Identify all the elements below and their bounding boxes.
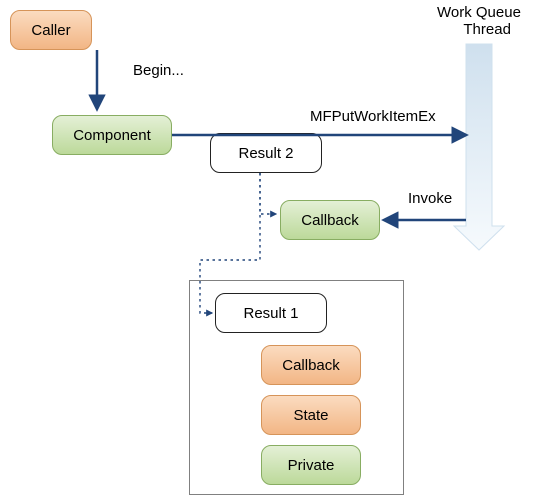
- result1-node: Result 1: [215, 293, 327, 333]
- begin-label: Begin...: [133, 62, 184, 79]
- invoke-label: Invoke: [408, 190, 452, 207]
- caller-node: Caller: [10, 10, 92, 50]
- component-node: Component: [52, 115, 172, 155]
- inner-callback-node-label: Callback: [282, 357, 340, 374]
- work-queue-thread-label: Work Queue Thread: [437, 4, 521, 38]
- result1-node-label: Result 1: [243, 305, 298, 322]
- caller-node-label: Caller: [31, 22, 70, 39]
- state-node-label: State: [293, 407, 328, 424]
- result2-node-label: Result 2: [238, 145, 293, 162]
- work-queue-arrow-icon: [454, 44, 504, 250]
- mfputworkitemex-label: MFPutWorkItemEx: [310, 108, 436, 125]
- result2-node: Result 2: [210, 133, 322, 173]
- callback-node: Callback: [280, 200, 380, 240]
- private-node: Private: [261, 445, 361, 485]
- component-node-label: Component: [73, 127, 151, 144]
- dotted-arrow-result2-to-callback: [260, 173, 276, 214]
- private-node-label: Private: [288, 457, 335, 474]
- state-node: State: [261, 395, 361, 435]
- callback-node-label: Callback: [301, 212, 359, 229]
- inner-callback-node: Callback: [261, 345, 361, 385]
